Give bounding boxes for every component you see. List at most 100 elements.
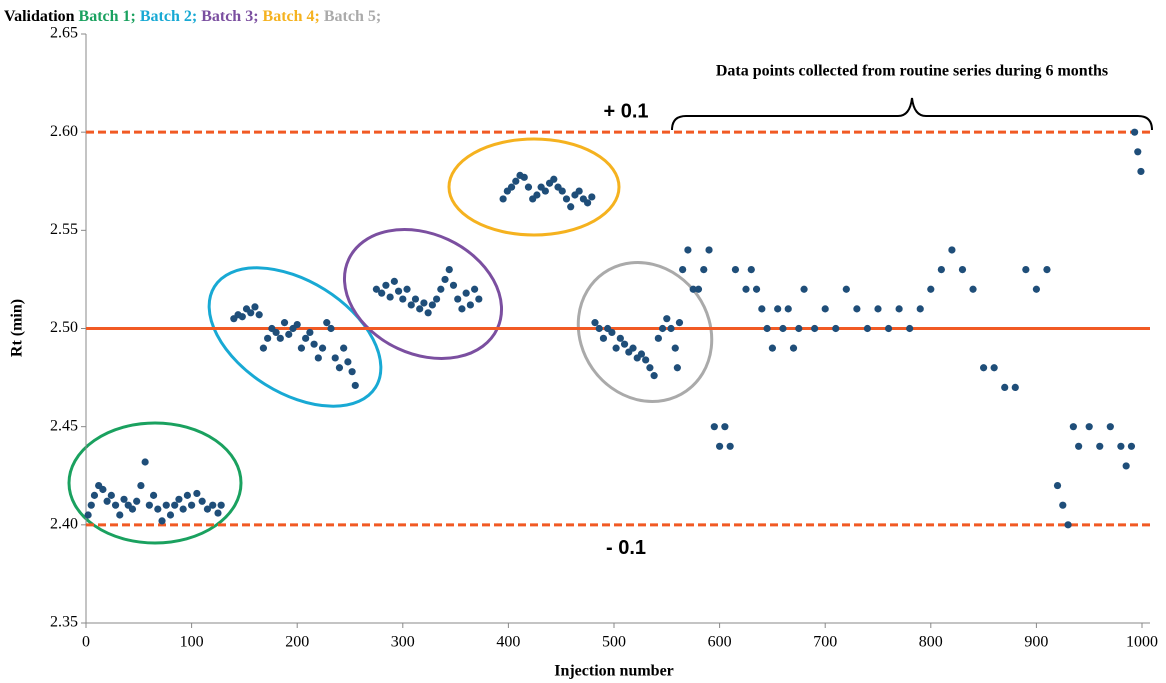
data-point xyxy=(721,423,729,431)
data-point xyxy=(567,203,575,211)
data-point xyxy=(842,285,850,293)
data-point xyxy=(562,195,571,203)
data-point xyxy=(558,187,566,195)
data-point xyxy=(747,266,755,274)
data-point xyxy=(310,340,318,348)
data-point xyxy=(399,295,407,303)
data-point xyxy=(297,344,306,352)
title-part: Batch 1; xyxy=(79,8,136,25)
data-point xyxy=(158,517,166,525)
data-point xyxy=(411,295,420,303)
y-axis-label: Rt (min) xyxy=(9,299,26,357)
data-point xyxy=(768,344,777,352)
data-point xyxy=(335,364,344,372)
data-point xyxy=(420,299,428,307)
data-point xyxy=(378,289,386,297)
data-point xyxy=(323,319,331,327)
data-point xyxy=(386,293,394,301)
data-point xyxy=(731,266,740,274)
data-point xyxy=(390,277,398,285)
data-point xyxy=(1096,442,1104,450)
data-point xyxy=(663,315,671,323)
data-point xyxy=(87,501,95,509)
data-point xyxy=(445,266,453,274)
data-point xyxy=(550,175,558,183)
data-point xyxy=(183,491,191,499)
data-point xyxy=(863,324,872,333)
data-point xyxy=(629,344,637,352)
data-point xyxy=(1122,462,1130,470)
data-point xyxy=(214,509,222,517)
data-point xyxy=(318,344,327,352)
title-part: Batch 4; xyxy=(263,8,320,25)
data-point xyxy=(520,173,528,181)
data-point xyxy=(595,324,603,333)
data-point xyxy=(441,275,449,284)
data-point xyxy=(149,491,158,499)
data-point xyxy=(198,497,206,505)
data-point xyxy=(203,505,212,513)
data-point xyxy=(1085,423,1093,431)
data-point xyxy=(671,344,679,352)
data-point xyxy=(293,320,301,329)
y-tick-label: 2.65 xyxy=(50,25,78,42)
data-point xyxy=(700,266,708,274)
data-point xyxy=(247,309,255,317)
data-point xyxy=(302,334,310,342)
data-point xyxy=(416,305,424,313)
data-point xyxy=(608,328,616,337)
data-point xyxy=(507,183,516,191)
reference-label: - 0.1 xyxy=(606,537,646,559)
data-point xyxy=(1106,423,1114,431)
data-point xyxy=(424,309,432,317)
data-point xyxy=(280,319,289,327)
data-point xyxy=(1022,266,1030,274)
data-point xyxy=(141,458,149,466)
data-point xyxy=(800,285,808,293)
data-point xyxy=(512,177,520,185)
data-point xyxy=(432,295,441,303)
data-point xyxy=(99,485,107,494)
y-tick-label: 2.50 xyxy=(50,319,78,336)
data-point xyxy=(541,187,549,195)
data-point xyxy=(620,340,629,348)
data-point xyxy=(948,246,956,254)
data-point xyxy=(1117,442,1125,450)
batch-3-ellipse xyxy=(342,228,504,360)
x-tick-label: 400 xyxy=(496,634,520,651)
data-point xyxy=(710,423,718,431)
data-point xyxy=(726,442,734,450)
data-point xyxy=(524,183,533,191)
x-tick-label: 1000 xyxy=(1126,634,1158,651)
data-point xyxy=(927,285,935,293)
y-tick-label: 2.40 xyxy=(50,516,78,533)
data-point xyxy=(533,191,541,199)
data-point xyxy=(916,305,924,313)
data-point xyxy=(340,344,348,352)
data-point xyxy=(107,491,115,499)
y-tick-label: 2.55 xyxy=(50,221,78,238)
data-point xyxy=(403,285,411,293)
y-tick-label: 2.45 xyxy=(50,417,78,434)
x-tick-label: 700 xyxy=(813,634,837,651)
data-point xyxy=(285,330,293,338)
data-point xyxy=(116,511,124,519)
data-point xyxy=(980,364,988,372)
data-point xyxy=(84,511,92,519)
data-point xyxy=(314,354,322,362)
data-point xyxy=(637,350,646,358)
data-point xyxy=(348,368,356,376)
data-point xyxy=(752,285,761,293)
data-point xyxy=(575,187,583,195)
data-point xyxy=(251,303,259,311)
x-tick-label: 900 xyxy=(1024,634,1048,651)
data-point xyxy=(1011,383,1019,391)
x-tick-label: 800 xyxy=(919,634,943,651)
data-point xyxy=(137,481,145,490)
reference-label: + 0.1 xyxy=(603,100,648,122)
data-point xyxy=(111,501,120,509)
data-point xyxy=(1043,266,1051,274)
title: Validation Batch 1; Batch 2; Batch 3; Ba… xyxy=(4,8,381,25)
data-point xyxy=(458,305,466,313)
data-point xyxy=(437,285,445,293)
